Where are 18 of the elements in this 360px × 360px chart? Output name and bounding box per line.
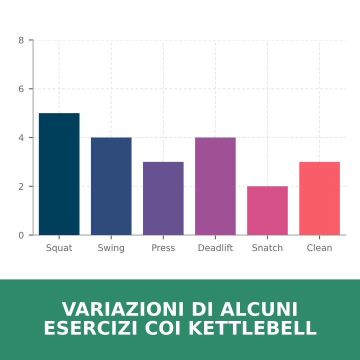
x-tick-label: Squat [46,244,72,253]
x-tick-label: Snatch [252,244,282,252]
y-tick-label: 0 [18,232,24,239]
x-tick-label: Swing [98,244,124,253]
bar [247,186,288,236]
x-tick-label: Clean [307,244,332,252]
y-tick-label: 2 [19,183,24,190]
x-tick-label: Deadlift [198,244,233,252]
bar [143,162,184,236]
bar [90,138,132,236]
bar [299,162,340,236]
y-tick-label: 8 [18,36,24,44]
text: VARIAZIONI DI ALCUNI ESERCIZI COI KETTLEBELL [44,302,316,335]
y-tick-label: 6 [18,85,24,92]
x-tick-label: Press [152,244,175,252]
bar [195,138,236,236]
bar [38,113,80,236]
y-tick-label: 4 [18,134,24,141]
